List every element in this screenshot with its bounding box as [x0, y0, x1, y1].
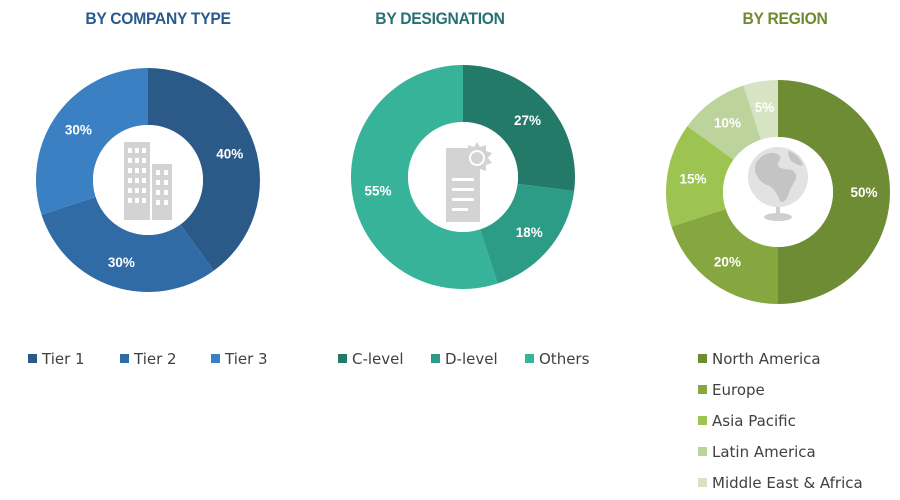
slice-value-label: 30% [65, 122, 92, 137]
slice-value-label: 18% [516, 225, 543, 240]
pie-slice-tier-2 [41, 196, 214, 292]
legend-swatch [211, 354, 220, 363]
legend-item-middle-east-africa: Middle East & Africa [698, 474, 863, 492]
legend-item-europe: Europe [698, 381, 765, 399]
legend-swatch [28, 354, 37, 363]
legend-item-tier-2: Tier 2 [120, 350, 177, 368]
chart-region: BY REGION 50% 20% 15% 10% 5% North America E… [600, 0, 900, 500]
pie-slice-d-level [479, 183, 575, 284]
legend-item-tier-1: Tier 1 [28, 350, 85, 368]
pie-slice-middle-east-africa [743, 80, 778, 140]
pie-slice-europe [671, 208, 778, 304]
slice-value-label: 55% [365, 183, 392, 198]
legend-item-d-level: D-level [431, 350, 498, 368]
legend-item-asia-pacific: Asia Pacific [698, 412, 796, 430]
slice-value-label: 40% [216, 146, 243, 161]
legend-item-north-america: North America [698, 350, 821, 368]
chart-title: BY DESIGNATION [375, 9, 505, 28]
donut-chart-company-type: 40% 30% 30% [35, 67, 261, 292]
legend-swatch [698, 478, 707, 487]
legend-swatch [431, 354, 440, 363]
legend-item-latin-america: Latin America [698, 443, 816, 461]
legend-item-tier-3: Tier 3 [211, 350, 268, 368]
legend-swatch [525, 354, 534, 363]
slice-value-label: 10% [714, 115, 741, 130]
certificate-document-icon [440, 140, 496, 229]
legend-item-c-level: C-level [338, 350, 404, 368]
legend-swatch [698, 447, 707, 456]
pie-slice-others [351, 65, 498, 290]
slice-value-label: 27% [514, 113, 541, 128]
legend-swatch [338, 354, 347, 363]
legend-item-others: Others [525, 350, 589, 368]
pie-slice-latin-america [687, 85, 762, 160]
globe-icon [745, 137, 811, 230]
pie-slice-tier-1 [148, 68, 261, 271]
pie-slice-asia-pacific [666, 126, 734, 227]
slice-value-label: 50% [850, 185, 877, 200]
chart-designation: BY DESIGNATION 27% 18% 55% C-level D-level… [300, 0, 600, 500]
legend-swatch [698, 385, 707, 394]
chart-company-type: BY COMPANY TYPE 40% 30% 30% Tier 1 Tier 2 [0, 0, 300, 500]
slice-value-label: 15% [680, 172, 707, 187]
pie-slice-tier-3 [35, 67, 148, 215]
chart-title: BY REGION [742, 9, 828, 28]
pie-slice-c-level [463, 65, 575, 192]
pie-slice-north-america [778, 80, 890, 304]
legend-swatch [120, 354, 129, 363]
slice-value-label: 20% [714, 255, 741, 270]
chart-title: BY COMPANY TYPE [85, 9, 231, 28]
building-icon [118, 142, 176, 225]
legend-swatch [698, 416, 707, 425]
slice-value-label: 30% [108, 255, 135, 270]
slice-value-label: 5% [755, 100, 775, 115]
legend-swatch [698, 354, 707, 363]
